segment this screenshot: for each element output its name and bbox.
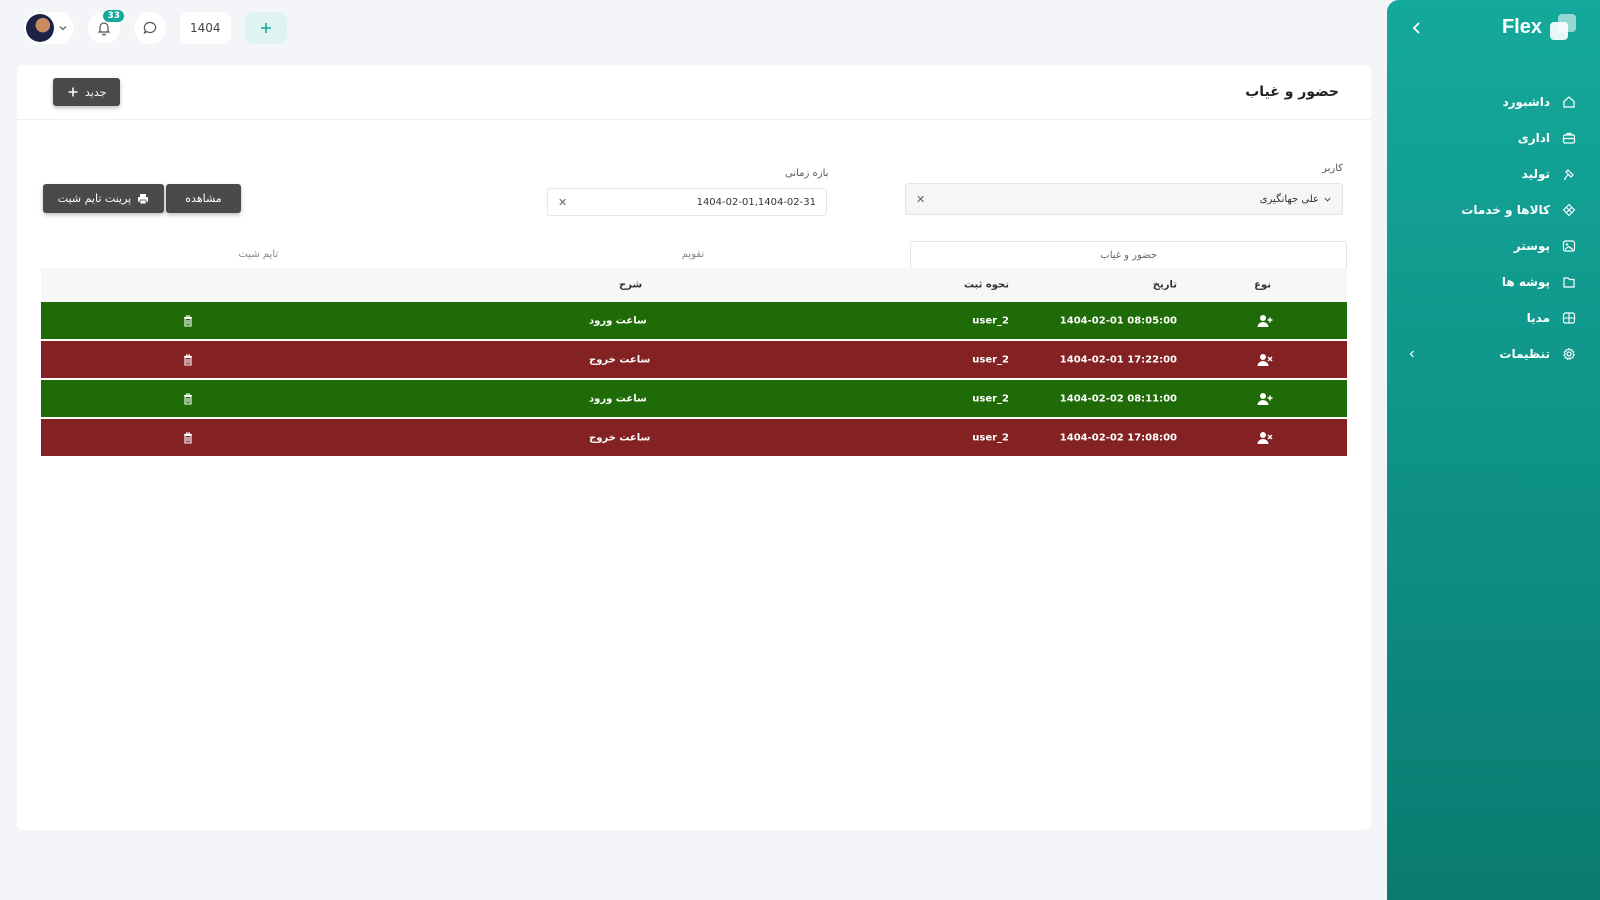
clear-user-icon[interactable]: ✕ — [916, 192, 926, 206]
table-row: 1404-02-02 08:11:00 user_2 ساعت ورود — [41, 380, 1347, 417]
plus-icon — [68, 87, 78, 97]
column-header-type: نوع — [1254, 279, 1271, 291]
sidebar-item-label: پوستر — [1513, 239, 1550, 253]
fiscal-year[interactable]: 1404 — [180, 12, 231, 44]
row-date: 1404-02-01 17:22:00 — [1059, 354, 1177, 365]
logo-mark-icon — [1550, 14, 1576, 40]
printer-icon — [138, 193, 149, 204]
user-check-out-icon — [1257, 353, 1273, 366]
notifications-button[interactable]: 33 — [88, 10, 124, 44]
delete-icon[interactable] — [183, 353, 193, 366]
sidebar-item-dashboard[interactable]: داشبورد — [1387, 84, 1600, 120]
sidebar-item-production[interactable]: تولید — [1387, 156, 1600, 192]
user-filter-label: کاربر — [1322, 163, 1343, 174]
attendance-panel: حضور و غیاب جدید کاربر ✕ علی جهانگیری با… — [17, 65, 1371, 830]
row-date: 1404-02-02 08:11:00 — [1059, 393, 1177, 404]
production-icon — [1564, 169, 1574, 180]
user-check-in-icon — [1257, 392, 1273, 405]
delete-icon[interactable] — [183, 314, 193, 327]
user-check-in-icon — [1257, 314, 1273, 327]
sidebar-item-media[interactable]: مدیا — [1387, 300, 1600, 336]
view-tabs: حضور و غیاب تقویم تایم شیت — [41, 241, 1347, 268]
delete-icon[interactable] — [183, 431, 193, 444]
column-header-date: تاریخ — [1152, 279, 1177, 291]
row-date: 1404-02-01 08:05:00 — [1059, 315, 1177, 326]
notification-badge: 33 — [103, 10, 124, 22]
row-method: user_2 — [972, 393, 1009, 404]
bell-icon — [97, 22, 111, 36]
chevron-down-icon — [1324, 197, 1331, 202]
user-check-out-icon — [1257, 431, 1273, 444]
gear-icon — [1563, 347, 1576, 361]
sidebar: Flex داشبورد اداری تولید کالاها و خدمات … — [1387, 0, 1600, 900]
sidebar-item-products[interactable]: کالاها و خدمات — [1387, 192, 1600, 228]
user-menu[interactable] — [24, 12, 74, 44]
quick-add-button[interactable] — [244, 12, 287, 44]
page-title: حضور و غیاب — [1245, 84, 1339, 100]
print-timesheet-button[interactable]: پرینت تایم شیت — [43, 184, 164, 213]
plus-icon — [260, 23, 271, 33]
top-bar: 33 1404 — [24, 10, 287, 44]
delete-icon[interactable] — [183, 392, 193, 405]
brand-name: Flex — [1501, 15, 1542, 38]
row-method: user_2 — [972, 354, 1009, 365]
sidebar-item-label: تنظیمات — [1499, 347, 1550, 361]
row-description: ساعت خروج — [589, 354, 651, 365]
sidebar-item-label: کالاها و خدمات — [1461, 203, 1550, 217]
table-row: 1404-02-02 17:08:00 user_2 ساعت خروج — [41, 419, 1347, 456]
row-method: user_2 — [972, 315, 1009, 326]
products-icon — [1562, 203, 1576, 217]
chat-icon — [143, 21, 157, 35]
clear-range-icon[interactable]: ✕ — [558, 195, 568, 209]
row-method: user_2 — [972, 432, 1009, 443]
sidebar-item-label: پوشه ها — [1501, 275, 1550, 289]
column-header-description: شرح — [619, 279, 643, 291]
sidebar-item-label: اداری — [1517, 131, 1550, 145]
date-range-value: 1404-02-01,1404-02-31 — [696, 196, 816, 208]
sidebar-item-poster[interactable]: پوستر — [1387, 228, 1600, 264]
chevron-down-icon — [59, 26, 67, 31]
table-row: 1404-02-01 17:22:00 user_2 ساعت خروج — [41, 341, 1347, 378]
sidebar-item-label: مدیا — [1526, 311, 1550, 325]
panel-header: حضور و غیاب جدید — [17, 65, 1371, 120]
chat-button[interactable] — [134, 12, 166, 44]
table-row: 1404-02-01 08:05:00 user_2 ساعت ورود — [41, 302, 1347, 339]
poster-icon — [1562, 240, 1576, 252]
chevron-left-icon — [1409, 350, 1414, 358]
sidebar-item-folders[interactable]: پوشه ها — [1387, 264, 1600, 300]
tab-calendar[interactable]: تقویم — [681, 249, 705, 260]
sidebar-item-label: تولید — [1521, 167, 1550, 181]
briefcase-icon — [1562, 132, 1576, 144]
row-description: ساعت ورود — [589, 315, 647, 326]
row-description: ساعت ورود — [589, 393, 647, 404]
home-icon — [1563, 96, 1575, 108]
table-header: نوع تاریخ نحوه ثبت شرح — [41, 268, 1347, 302]
media-icon — [1562, 312, 1576, 324]
avatar — [26, 14, 54, 42]
row-date: 1404-02-02 17:08:00 — [1059, 432, 1177, 443]
sidebar-item-office[interactable]: اداری — [1387, 120, 1600, 156]
folder-icon — [1563, 277, 1575, 288]
new-button[interactable]: جدید — [53, 78, 121, 106]
attendance-table: نوع تاریخ نحوه ثبت شرح 1404-02-01 08:05:… — [41, 268, 1347, 458]
date-range-input[interactable]: ✕ 1404-02-01,1404-02-31 — [547, 188, 827, 216]
sidebar-item-settings[interactable]: تنظیمات — [1387, 336, 1600, 372]
brand-logo: Flex — [1502, 14, 1576, 40]
row-description: ساعت خروج — [589, 432, 651, 443]
new-button-label: جدید — [85, 85, 107, 99]
user-select-value: علی جهانگیری — [1259, 193, 1319, 205]
view-button[interactable]: مشاهده — [166, 184, 241, 213]
sidebar-nav: داشبورد اداری تولید کالاها و خدمات پوستر… — [1387, 84, 1600, 372]
user-select[interactable]: ✕ علی جهانگیری — [905, 183, 1343, 215]
sidebar-item-label: داشبورد — [1502, 95, 1550, 109]
column-header-method: نحوه ثبت — [963, 279, 1009, 291]
print-timesheet-label: پرینت تایم شیت — [57, 192, 132, 205]
tab-timesheet[interactable]: تایم شیت — [238, 249, 279, 260]
range-filter-label: بازه زمانی — [785, 168, 829, 179]
tab-attendance[interactable]: حضور و غیاب — [910, 241, 1347, 268]
sidebar-collapse-button[interactable] — [1409, 20, 1425, 36]
